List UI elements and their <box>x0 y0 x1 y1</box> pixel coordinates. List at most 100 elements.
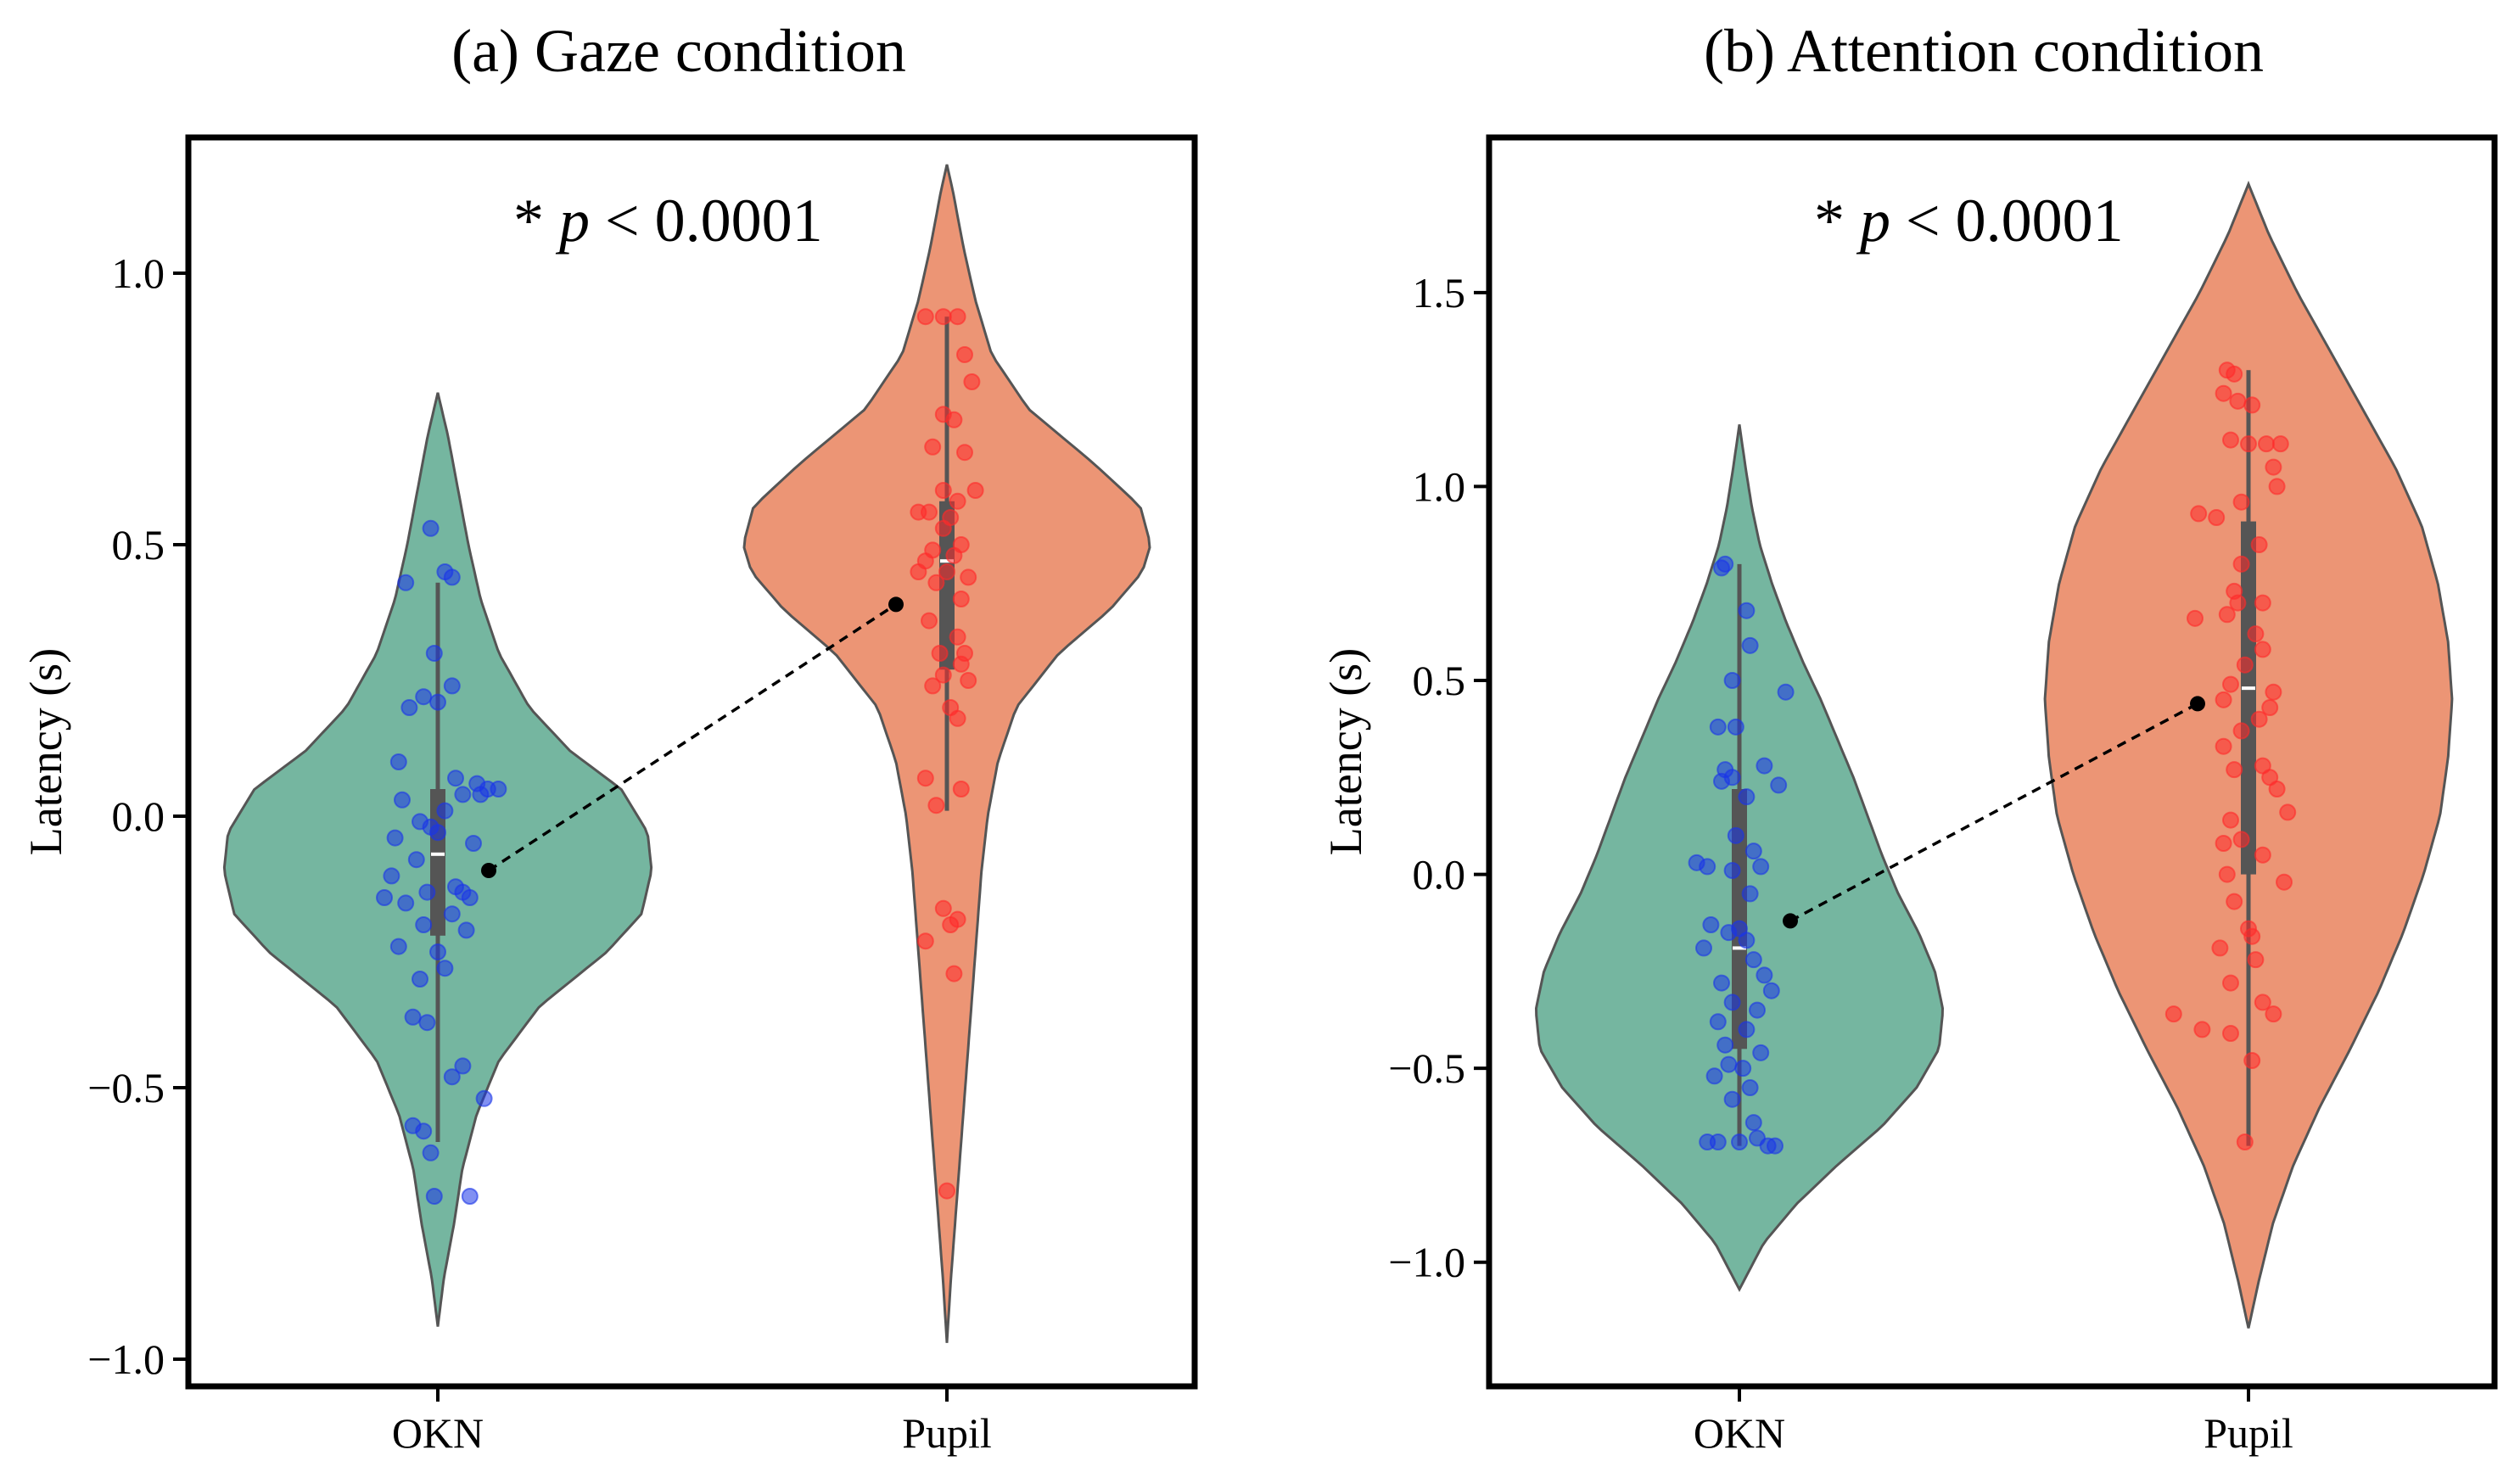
y-tick-label: 1.0 <box>112 249 165 297</box>
mean-connector <box>488 602 897 872</box>
data-point <box>910 503 927 521</box>
points-layer <box>1688 361 2297 1155</box>
data-point <box>412 971 428 988</box>
data-point <box>1709 718 1727 736</box>
data-point <box>407 851 425 869</box>
data-point <box>2215 835 2232 852</box>
data-point <box>475 1089 493 1107</box>
data-point <box>966 482 984 499</box>
data-point <box>2187 609 2204 627</box>
data-point <box>927 797 945 814</box>
data-point <box>1762 982 1780 999</box>
y-tick-label: 0.5 <box>112 521 165 568</box>
data-point <box>949 492 966 510</box>
y-tick-label: 0.0 <box>112 792 165 840</box>
y-tick-label: −1.0 <box>87 1335 165 1383</box>
data-point <box>931 645 949 662</box>
data-point <box>2222 974 2239 992</box>
data-point <box>1702 916 1720 933</box>
data-point <box>1741 885 1759 903</box>
data-point <box>1777 683 1795 701</box>
data-point <box>1749 1001 1766 1019</box>
y-tick-label: 0.5 <box>1413 657 1466 704</box>
data-point <box>2236 656 2254 674</box>
data-point <box>454 786 472 803</box>
data-point <box>2254 594 2271 612</box>
plot-frame <box>1486 134 2498 1390</box>
data-point <box>1713 974 1730 992</box>
points-layer <box>376 308 984 1205</box>
mean-layer <box>1783 696 2205 929</box>
data-point <box>1741 1079 1759 1096</box>
data-point <box>1744 1114 1762 1132</box>
data-point <box>397 574 415 591</box>
data-point <box>1738 788 1756 806</box>
x-tick-label: OKN <box>1694 1409 1785 1457</box>
iqr-box <box>939 501 955 670</box>
data-point <box>425 645 443 662</box>
data-point <box>2208 509 2226 526</box>
data-point <box>1741 636 1759 654</box>
data-point <box>934 666 952 684</box>
data-point <box>2265 458 2282 476</box>
data-point <box>422 519 440 537</box>
iqr-box <box>1732 789 1747 1050</box>
data-point <box>927 574 945 591</box>
data-point <box>949 709 966 727</box>
data-point <box>443 905 461 923</box>
significance-value: < 0.0001 <box>590 187 823 255</box>
y-tick-label: −1.0 <box>1388 1239 1465 1286</box>
data-point <box>383 867 400 885</box>
data-point <box>2232 831 2250 848</box>
x-tick-label: OKN <box>392 1409 484 1457</box>
data-point <box>2279 803 2297 821</box>
data-point <box>956 346 973 363</box>
data-point <box>404 1008 422 1026</box>
data-point <box>418 883 436 901</box>
data-point <box>472 786 490 803</box>
data-point <box>2250 710 2268 728</box>
mean-marker <box>2190 696 2205 712</box>
data-point <box>2193 1021 2211 1038</box>
data-point <box>1727 826 1744 844</box>
data-point <box>934 519 952 537</box>
panel-title: (a) Gaze condition <box>451 17 906 85</box>
violins-layer <box>222 164 1151 1343</box>
y-axis-label: Latency (s) <box>20 648 71 855</box>
data-point <box>2243 1052 2261 1069</box>
data-point <box>1716 1036 1734 1054</box>
data-point <box>443 1068 461 1086</box>
y-axis-label: Latency (s) <box>1320 648 1371 855</box>
data-point <box>1727 718 1744 736</box>
data-point <box>490 781 507 798</box>
mean-connector <box>1789 702 2198 922</box>
data-point <box>910 563 927 580</box>
data-point <box>2265 683 2282 701</box>
data-point <box>1699 858 1716 876</box>
data-point <box>2276 873 2293 891</box>
data-point <box>2240 435 2257 453</box>
data-point <box>1749 1129 1766 1147</box>
data-point <box>1744 842 1762 860</box>
data-point <box>1752 1044 1770 1061</box>
data-point <box>443 568 461 586</box>
significance-p: p <box>555 187 590 255</box>
data-point <box>2250 536 2268 553</box>
data-point <box>2226 761 2243 779</box>
data-point <box>461 1188 479 1205</box>
data-point <box>389 753 407 770</box>
data-point <box>400 699 418 716</box>
data-point <box>465 835 482 852</box>
data-point <box>429 693 446 711</box>
panel-gaze: (a) Gaze condition * p < 0.0001 Latency (… <box>20 17 1198 1457</box>
data-point <box>461 889 479 906</box>
data-point <box>457 921 475 939</box>
data-point <box>924 438 942 456</box>
data-point <box>415 1122 433 1140</box>
data-point <box>2222 431 2239 449</box>
data-point <box>1756 757 1773 775</box>
data-point <box>1723 672 1741 689</box>
data-point <box>2229 392 2247 410</box>
data-point <box>2232 722 2250 740</box>
